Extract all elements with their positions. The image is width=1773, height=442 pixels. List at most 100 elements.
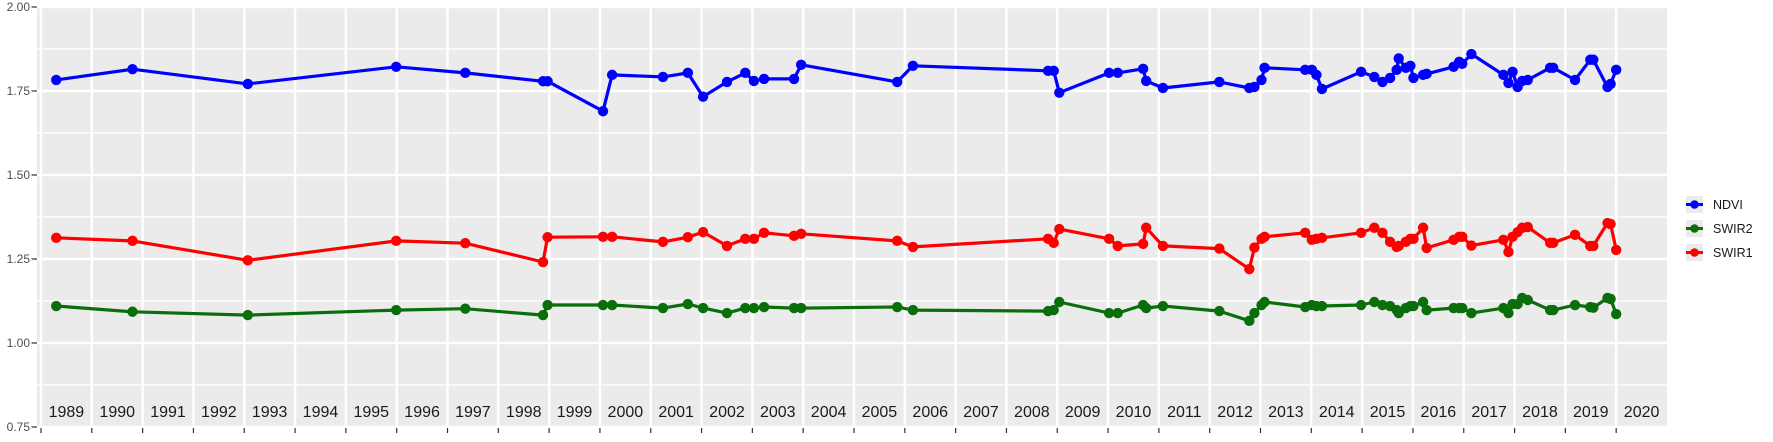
series-SWIR1 <box>51 217 1622 275</box>
data-point-NDVI <box>1054 87 1065 98</box>
data-point-SWIR2 <box>460 303 471 314</box>
data-point-SWIR1 <box>1137 238 1149 250</box>
data-point-SWIR1 <box>1466 240 1477 251</box>
data-point-NDVI <box>606 69 618 81</box>
data-point-SWIR2 <box>127 306 138 317</box>
data-point-SWIR1 <box>1259 231 1270 243</box>
data-point-SWIR2 <box>1048 304 1059 316</box>
data-point-NDVI <box>758 73 770 85</box>
data-point-SWIR2 <box>1377 299 1388 311</box>
data-point-SWIR1 <box>1300 227 1311 238</box>
legend-item-swir2: SWIR2 <box>1686 220 1753 237</box>
data-point-NDVI <box>127 63 138 75</box>
x-year-label: 2004 <box>811 404 847 421</box>
data-point-SWIR1 <box>1157 240 1169 252</box>
data-point-SWIR1 <box>542 231 553 243</box>
data-point-NDVI <box>1408 72 1419 84</box>
data-point-NDVI <box>542 76 553 87</box>
legend-item-swir1: SWIR1 <box>1686 244 1753 261</box>
data-point-SWIR1 <box>1498 234 1509 246</box>
x-year-label: 2005 <box>862 404 898 421</box>
data-point-SWIR1 <box>657 236 669 248</box>
data-point-NDVI <box>657 71 669 83</box>
data-point-SWIR1 <box>1588 240 1599 252</box>
data-point-SWIR2 <box>1054 296 1065 308</box>
x-year-label: 2003 <box>760 404 796 421</box>
y-axis-label: 1.75 <box>7 84 31 98</box>
data-point-NDVI <box>1249 81 1260 93</box>
legend-key-ndvi <box>1686 196 1703 213</box>
data-point-NDVI <box>1157 82 1169 94</box>
data-point-NDVI <box>1256 74 1267 86</box>
data-point-SWIR2 <box>537 309 549 321</box>
x-year-label: 2017 <box>1471 404 1507 421</box>
data-point-SWIR1 <box>1244 263 1255 275</box>
data-point-NDVI <box>1569 74 1581 86</box>
data-point-SWIR1 <box>682 231 694 243</box>
data-point-SWIR2 <box>1369 296 1380 308</box>
data-point-SWIR1 <box>460 238 471 249</box>
data-point-SWIR2 <box>1244 315 1255 327</box>
data-point-SWIR1 <box>1377 227 1388 238</box>
y-axis-label: 1.25 <box>7 252 31 266</box>
data-point-NDVI <box>1140 75 1152 87</box>
data-point-SWIR1 <box>1522 221 1533 233</box>
data-point-SWIR1 <box>907 241 919 253</box>
data-point-SWIR2 <box>907 304 919 316</box>
data-point-SWIR2 <box>1522 294 1533 306</box>
data-point-SWIR1 <box>721 240 733 252</box>
data-point-NDVI <box>1503 77 1514 89</box>
data-point-SWIR2 <box>721 307 733 319</box>
data-point-NDVI <box>1498 69 1509 81</box>
data-point-NDVI <box>697 91 709 102</box>
data-point-SWIR2 <box>242 309 254 321</box>
data-point-NDVI <box>1391 64 1402 76</box>
data-point-NDVI <box>1048 65 1059 77</box>
data-point-SWIR2 <box>1157 300 1169 312</box>
legend-label-ndvi: NDVI <box>1713 197 1743 212</box>
x-year-label: 2013 <box>1268 404 1304 421</box>
data-point-SWIR2 <box>1259 296 1270 308</box>
x-year-label: 1999 <box>557 404 593 421</box>
data-point-SWIR2 <box>1214 305 1225 317</box>
data-point-SWIR1 <box>795 228 807 239</box>
data-point-SWIR1 <box>390 235 402 247</box>
data-point-NDVI <box>242 78 254 90</box>
data-point-NDVI <box>1393 53 1404 64</box>
data-point-NDVI <box>1507 66 1518 78</box>
data-point-SWIR2 <box>1421 304 1432 316</box>
data-point-NDVI <box>51 74 62 86</box>
data-point-SWIR1 <box>1408 233 1419 245</box>
data-point-NDVI <box>390 61 402 73</box>
data-point-SWIR2 <box>758 301 770 313</box>
x-year-label: 1992 <box>201 404 237 421</box>
data-point-NDVI <box>597 105 609 117</box>
data-point-SWIR2 <box>390 304 402 316</box>
data-point-SWIR1 <box>1103 233 1115 245</box>
data-point-SWIR1 <box>1503 246 1514 258</box>
data-point-SWIR1 <box>242 255 254 266</box>
data-point-SWIR2 <box>1316 300 1328 312</box>
x-year-label: 1991 <box>150 404 186 421</box>
data-point-SWIR2 <box>1569 299 1581 311</box>
data-point-SWIR1 <box>1417 222 1429 233</box>
data-point-NDVI <box>891 76 903 88</box>
series-NDVI <box>51 48 1622 117</box>
series-SWIR2 <box>51 292 1622 327</box>
data-point-SWIR2 <box>1140 302 1152 314</box>
x-year-label: 1998 <box>506 404 542 421</box>
data-point-NDVI <box>682 67 694 79</box>
data-point-SWIR2 <box>1417 296 1429 308</box>
data-point-SWIR2 <box>1547 304 1559 316</box>
data-point-SWIR2 <box>1355 299 1367 311</box>
x-year-label: 2002 <box>709 404 745 421</box>
data-point-NDVI <box>1547 62 1559 74</box>
data-point-SWIR2 <box>740 302 751 314</box>
x-year-label: 1997 <box>455 404 491 421</box>
data-point-SWIR1 <box>758 227 770 238</box>
x-year-label: 2001 <box>658 404 694 421</box>
data-point-NDVI <box>1405 60 1416 71</box>
data-point-NDVI <box>1103 67 1115 79</box>
y-axis-label: 1.00 <box>7 336 31 350</box>
data-point-SWIR2 <box>1103 307 1115 319</box>
